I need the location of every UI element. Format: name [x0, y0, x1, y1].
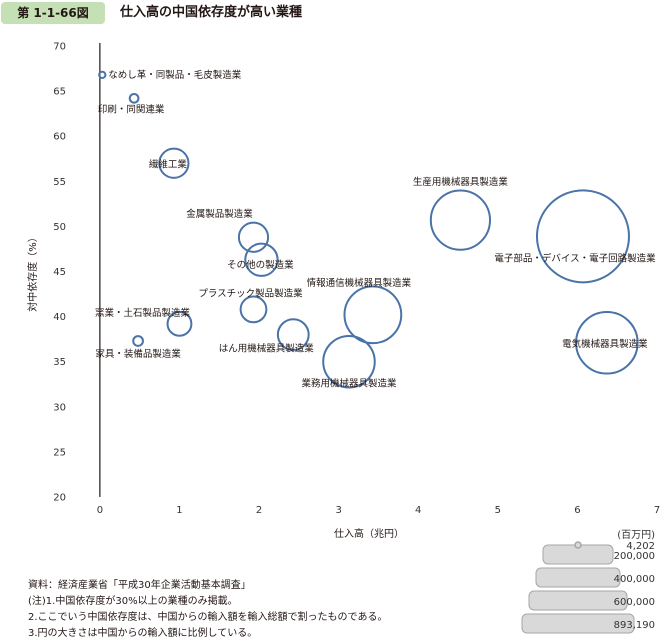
size-legend-value: 600,000 — [614, 597, 655, 608]
y-tick-label: 50 — [53, 222, 66, 233]
x-tick-label: 1 — [176, 505, 182, 516]
y-tick-label: 45 — [53, 267, 66, 278]
bubble-label: 繊維工業 — [149, 158, 188, 170]
figure-header: 第 1-1-66図 仕入高の中国依存度が高い業種 — [0, 0, 664, 30]
y-tick-label: 65 — [53, 87, 66, 98]
bubble — [343, 285, 403, 345]
bubble — [575, 310, 639, 375]
size-legend-value: 200,000 — [614, 551, 655, 562]
y-tick-label: 35 — [53, 357, 66, 368]
chart-bubbles — [98, 70, 639, 389]
y-tick-label: 20 — [53, 493, 66, 504]
bubble-label: なめし革・同製品・毛皮製造業 — [108, 69, 242, 81]
bubble-label: 印刷・同関連業 — [98, 103, 165, 115]
x-tick-label: 4 — [415, 505, 421, 516]
size-legend-unit: (百万円) — [617, 529, 655, 541]
bubble — [98, 70, 107, 80]
note-source: 資料：経済産業省「平成30年企業活動基本調査」 — [28, 580, 251, 591]
bubble — [276, 318, 310, 352]
x-tick-label: 2 — [256, 505, 262, 516]
note-3: 3.円の大きさは中国からの輸入額に比例している。 — [28, 628, 258, 639]
bubble — [239, 295, 268, 324]
y-tick-label: 55 — [53, 177, 66, 188]
note-1: (注)1.中国依存度が30%以上の業種のみ掲載。 — [28, 596, 238, 607]
y-axis-label: 対中依存度（%） — [26, 232, 39, 312]
size-legend-swatch — [535, 567, 621, 588]
bubble — [244, 242, 279, 277]
bubble-label: その他の製造業 — [227, 259, 294, 271]
x-tick-label: 3 — [335, 505, 341, 516]
bubble-label: 金属製品製造業 — [186, 208, 253, 220]
figure-title: 仕入高の中国依存度が高い業種 — [120, 5, 303, 20]
size-legend-value: 4,202 — [626, 541, 655, 552]
bubble-label: 業務用機械器具製造業 — [301, 378, 397, 390]
bubble — [535, 189, 630, 284]
x-tick-label: 0 — [97, 505, 103, 516]
bubble — [166, 310, 193, 337]
chart-point-labels: なめし革・同製品・毛皮製造業印刷・同関連業繊維工業金属製品製造業その他の製造業プ… — [95, 69, 656, 390]
note-2: 2.ここでいう中国依存度は、中国からの輸入額を輸入総額で割ったものである。 — [28, 612, 388, 623]
x-tick-label: 5 — [495, 505, 501, 516]
bubble — [128, 92, 140, 104]
bubble-label: 窯業・土石製品製造業 — [95, 307, 191, 319]
bubble-label: 家具・装備品製造業 — [95, 348, 181, 360]
figure-number-badge: 第 1-1-66図 — [1, 2, 105, 24]
x-tick-label: 6 — [574, 505, 580, 516]
size-legend-value: 893,190 — [614, 620, 655, 631]
bubble-label: 電子部品・デバイス・電子回路製造業 — [494, 252, 656, 264]
figure-notes: 資料：経済産業省「平成30年企業活動基本調査」 (注)1.中国依存度が30%以上… — [28, 578, 508, 642]
bubble — [237, 221, 270, 253]
size-legend-value: 400,000 — [614, 574, 655, 585]
bubble-label: プラスチック製品製造業 — [198, 287, 303, 299]
y-tick-label: 25 — [53, 447, 66, 458]
bubble-label: 電気機械器具製造業 — [562, 338, 648, 350]
bubble-label: 情報通信機械器具製造業 — [307, 277, 412, 289]
bubble — [429, 189, 492, 251]
y-tick-label: 30 — [53, 402, 66, 413]
y-tick-label: 40 — [53, 312, 66, 323]
bubble — [132, 335, 144, 347]
x-axis-label: 仕入高（兆円） — [334, 527, 404, 540]
bubble-label: 生産用機械器具製造業 — [413, 176, 509, 188]
y-tick-label: 60 — [53, 132, 66, 143]
size-legend-swatch — [528, 590, 628, 611]
size-legend-swatch — [574, 541, 582, 549]
size-legend-swatch — [521, 613, 635, 634]
bubble-label: はん用機械器具製造業 — [219, 343, 315, 355]
bubble — [158, 147, 190, 179]
bubble — [322, 334, 376, 389]
x-tick-label: 7 — [654, 505, 660, 516]
y-tick-label: 70 — [53, 42, 66, 53]
